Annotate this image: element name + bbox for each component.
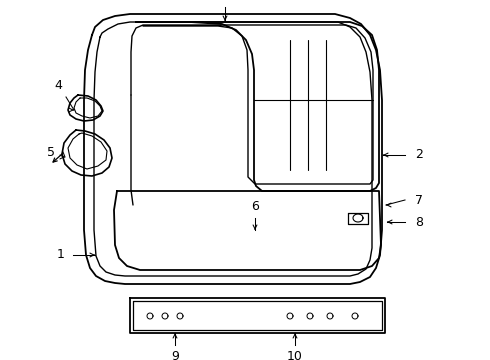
Text: 4: 4	[54, 79, 62, 92]
Text: 3: 3	[221, 0, 229, 2]
Text: 7: 7	[415, 194, 423, 207]
Text: 2: 2	[415, 148, 423, 162]
Text: 9: 9	[171, 350, 179, 360]
Text: 8: 8	[415, 216, 423, 229]
Text: 6: 6	[251, 200, 259, 213]
Text: 5: 5	[47, 145, 55, 158]
Text: 10: 10	[287, 350, 303, 360]
Text: 1: 1	[57, 248, 65, 261]
